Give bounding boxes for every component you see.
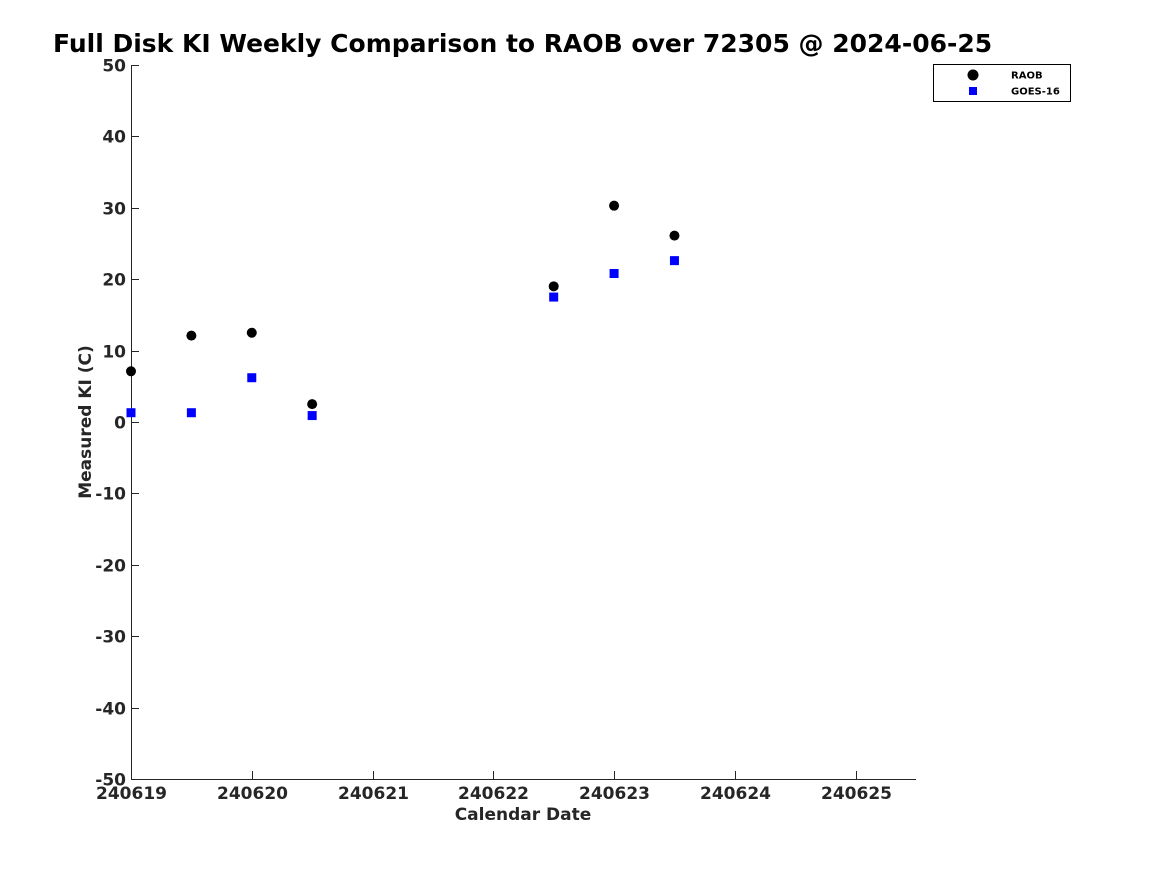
legend: RAOB GOES-16: [933, 64, 1071, 102]
point-raob: [186, 330, 197, 341]
y-tick-label: -30: [95, 628, 126, 648]
y-tick-label: 20: [102, 271, 126, 291]
y-tick-label: 30: [102, 200, 126, 220]
y-tick-label: 10: [102, 343, 126, 363]
x-axis-label: Calendar Date: [455, 805, 592, 825]
point-raob: [548, 281, 559, 292]
x-tick-label: 240619: [96, 784, 167, 804]
y-tick-label: 50: [102, 57, 126, 77]
x-tick-label: 240622: [458, 784, 529, 804]
y-tick-label: -50: [95, 771, 126, 791]
legend-label-goes-16: GOES-16: [1011, 87, 1060, 98]
legend-marker-raob: [967, 69, 979, 81]
chart-title: Full Disk KI Weekly Comparison to RAOB o…: [53, 29, 992, 58]
x-tick-label: 240620: [217, 784, 288, 804]
point-goes-16: [186, 408, 196, 418]
legend-box: [933, 64, 1071, 102]
x-ticks: 240619 240620 240621 240622 240623 240624 2406…: [96, 771, 892, 804]
x-tick-label: 240623: [579, 784, 650, 804]
legend-label-raob: RAOB: [1011, 71, 1043, 82]
point-raob: [307, 399, 318, 410]
point-goes-16: [307, 411, 317, 421]
point-goes-16: [609, 268, 619, 278]
point-raob: [246, 327, 257, 338]
y-tick-label: 0: [114, 414, 126, 434]
y-ticks: 50 40 30 20 10 0 -10 -20 -30 -40 -50: [95, 57, 139, 791]
point-raob: [669, 230, 680, 241]
y-tick-label: -10: [95, 485, 126, 505]
y-tick-label: 40: [102, 128, 126, 148]
point-raob: [126, 366, 136, 377]
point-raob: [609, 200, 620, 211]
x-tick-label: 240625: [821, 784, 892, 804]
y-axis-label: Measured KI (C): [76, 345, 96, 499]
x-tick-label: 240621: [338, 784, 409, 804]
x-tick-label: 240624: [700, 784, 771, 804]
y-tick-label: -40: [95, 700, 126, 720]
legend-marker-goes-16: [969, 87, 977, 95]
point-goes-16: [247, 373, 257, 383]
point-goes-16: [549, 292, 559, 302]
data-points: [126, 200, 680, 421]
point-goes-16: [126, 408, 136, 418]
y-tick-label: -20: [95, 557, 126, 577]
point-goes-16: [669, 256, 679, 266]
